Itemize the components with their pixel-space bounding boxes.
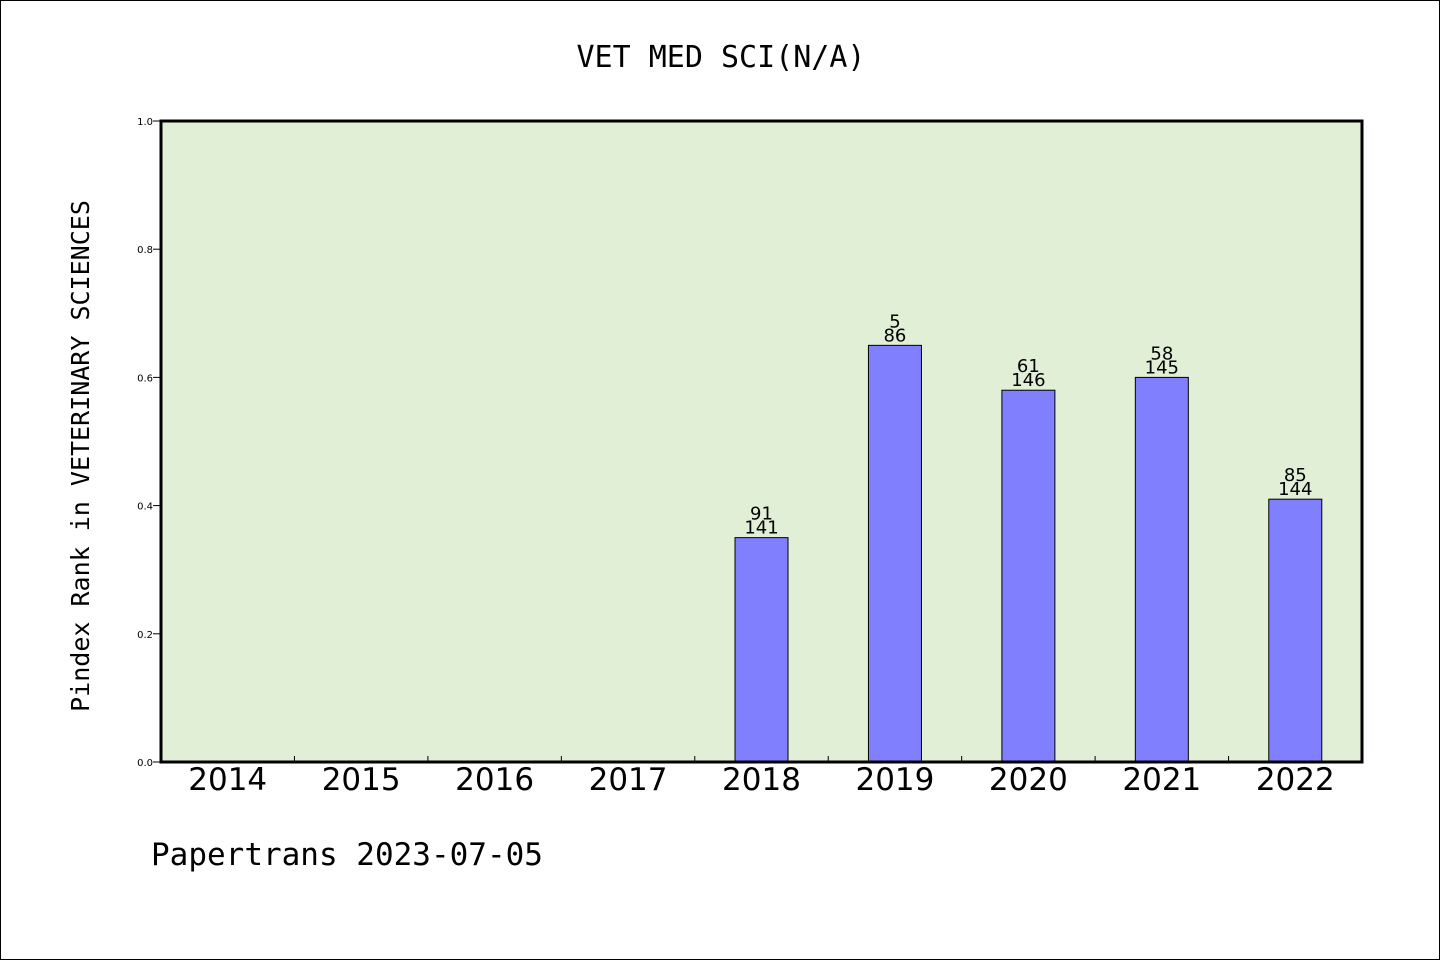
bar-label-top: 91: [750, 504, 773, 525]
bar-2022: [1268, 498, 1323, 763]
bar-label-bottom: 141: [744, 518, 778, 539]
plot-border: [159, 119, 1364, 764]
bar-label-top: 5: [889, 311, 900, 332]
bar-label-bottom: 145: [1145, 357, 1179, 378]
bar-label-top: 61: [1017, 356, 1040, 377]
bar-label-bottom: 146: [1011, 370, 1045, 391]
bar-2021: [1134, 376, 1189, 763]
bar-label-top: 58: [1150, 343, 1173, 364]
x-tick-label: 2020: [989, 762, 1068, 798]
y-tick-label: 0.6: [137, 373, 153, 384]
y-axis-label: Pindex Rank in VETERINARY SCIENCES: [66, 200, 95, 712]
x-tick-label: 2015: [322, 762, 401, 798]
x-tick-label: 2021: [1122, 762, 1201, 798]
bar-2019: [867, 344, 922, 763]
x-tick-label: 2014: [188, 762, 267, 798]
bar-label-bottom: 86: [883, 325, 906, 346]
bar-label-top: 85: [1284, 465, 1307, 486]
x-tick-label: 2017: [589, 762, 668, 798]
footer-credit: Papertrans 2023-07-05: [151, 837, 543, 873]
y-tick-label: 0.0: [137, 758, 153, 769]
y-axis-ticks: 0.0 0.2 0.4 0.6 0.8 1.0: [137, 117, 161, 769]
y-tick-label: 1.0: [137, 117, 153, 128]
chart-title: VET MED SCI(N/A): [577, 40, 866, 75]
x-tick-label: 2018: [722, 762, 801, 798]
y-tick-label: 0.2: [137, 630, 153, 641]
x-tick-label: 2019: [855, 762, 934, 798]
bar-2020: [1001, 389, 1056, 763]
x-tick-label: 2022: [1256, 762, 1335, 798]
bar-2018: [734, 537, 789, 763]
x-tick-label: 2016: [455, 762, 534, 798]
bar-label-bottom: 144: [1278, 479, 1312, 500]
y-tick-label: 0.8: [137, 245, 153, 256]
x-axis-ticks: 2014 2015 2016 2017 2018 2019 2020 2021 2022: [188, 756, 1335, 798]
y-tick-label: 0.4: [137, 502, 153, 513]
